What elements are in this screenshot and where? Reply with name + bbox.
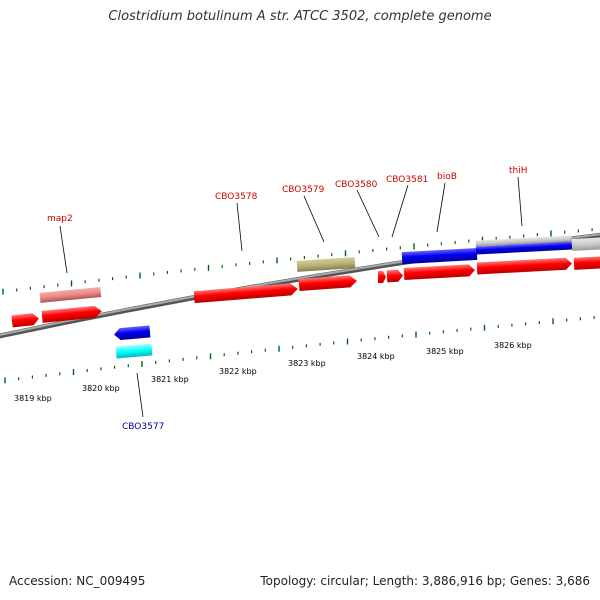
label-cbo3581[interactable]: CBO3581 — [386, 175, 428, 185]
scale-labels: 3819 kbp 3820 kbp 3821 kbp 3822 kbp 3823… — [14, 341, 532, 403]
tick-label: 3822 kbp — [219, 367, 257, 376]
gene-thih[interactable] — [476, 257, 572, 275]
feature-biob-blue[interactable] — [401, 247, 478, 265]
tick-label: 3819 kbp — [14, 394, 52, 403]
leader-thih — [517, 176, 523, 227]
gene-map2[interactable] — [41, 305, 103, 323]
leader-cbo3577 — [136, 372, 144, 418]
label-map2[interactable]: map2 — [47, 214, 73, 224]
label-cbo3579[interactable]: CBO3579 — [282, 185, 325, 195]
feature-thih-gray[interactable] — [475, 235, 572, 247]
leader-cbo3579 — [303, 195, 325, 243]
map-title: Clostridium botulinum A str. ATCC 3502, … — [108, 9, 492, 24]
tick-label: 3823 kbp — [288, 359, 326, 368]
gene-forward-left-small[interactable] — [11, 313, 39, 328]
inner-tick-ring — [4, 316, 595, 384]
label-cbo3578[interactable]: CBO3578 — [215, 192, 258, 202]
label-cbo3580[interactable]: CBO3580 — [335, 180, 378, 190]
tick-label: 3824 kbp — [357, 352, 395, 361]
gene-cbo3580[interactable] — [378, 271, 386, 283]
gene-forward-right-edge[interactable] — [573, 256, 600, 270]
tick-label: 3826 kbp — [494, 341, 532, 350]
gene-cbo3577[interactable] — [114, 325, 151, 341]
genome-summary-text: Topology: circular; Length: 3,886,916 bp… — [260, 574, 590, 588]
leader-cbo3581 — [391, 184, 409, 238]
label-thih[interactable]: thiH — [509, 166, 528, 176]
accession-text: Accession: NC_009495 — [9, 574, 146, 588]
leader-map2 — [59, 225, 68, 274]
label-leaders — [59, 176, 523, 418]
gene-cbo3578[interactable] — [193, 283, 299, 304]
gene-cbo3579[interactable] — [298, 275, 358, 291]
leader-cbo3578 — [236, 202, 243, 252]
gene-biob[interactable] — [403, 264, 476, 280]
feature-cbo3579-olive[interactable] — [296, 257, 356, 272]
label-cbo3577[interactable]: CBO3577 — [122, 422, 164, 432]
tick-label: 3820 kbp — [82, 384, 120, 393]
feature-cbo3577-cyan[interactable] — [115, 343, 153, 359]
outer-tick-ring — [2, 228, 593, 295]
leader-cbo3580 — [356, 189, 380, 238]
leader-biob — [436, 182, 446, 233]
tick-label: 3825 kbp — [426, 347, 464, 356]
label-biob[interactable]: bioB — [437, 172, 457, 182]
tick-label: 3821 kbp — [151, 375, 189, 384]
gene-labels: map2 CBO3578 CBO3579 CBO3580 CBO3581 bio… — [47, 166, 528, 432]
gene-cbo3581[interactable] — [386, 269, 404, 283]
feature-map2-pink[interactable] — [39, 287, 102, 303]
feature-gray-right[interactable] — [571, 237, 600, 251]
feature-thih-blue[interactable] — [475, 241, 573, 255]
